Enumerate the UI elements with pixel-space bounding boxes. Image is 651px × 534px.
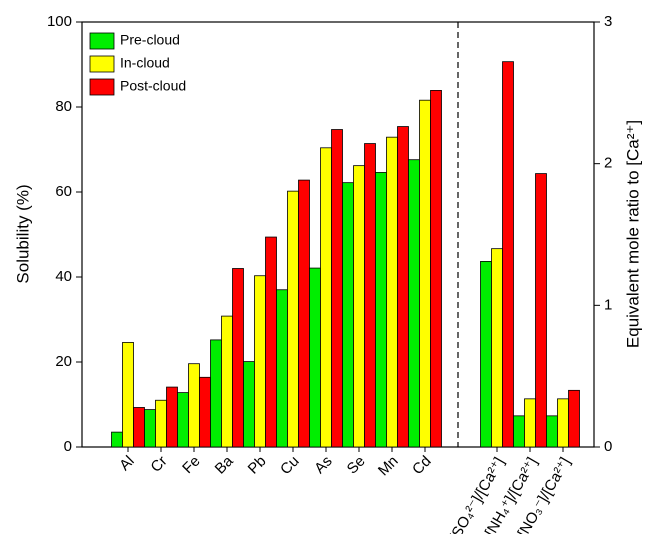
x-tick-label: Se bbox=[344, 453, 369, 478]
x-tick-label: Pb bbox=[245, 453, 270, 478]
x-tick-label: Cd bbox=[409, 453, 435, 479]
bar bbox=[568, 389, 580, 448]
bar bbox=[122, 342, 134, 448]
bar bbox=[557, 398, 569, 448]
bar bbox=[199, 376, 211, 448]
bar bbox=[166, 386, 178, 448]
bar bbox=[364, 143, 376, 448]
bar bbox=[546, 415, 558, 448]
bar bbox=[480, 261, 492, 448]
y2-tick-label: 3 bbox=[604, 13, 612, 30]
bar bbox=[111, 431, 123, 448]
x-tick-label: Al bbox=[116, 453, 137, 474]
legend-label: In-cloud bbox=[120, 55, 170, 71]
bar bbox=[188, 363, 200, 448]
bar bbox=[408, 159, 420, 448]
legend-swatch bbox=[89, 78, 115, 96]
bar bbox=[287, 190, 299, 448]
legend-label: Post-cloud bbox=[120, 78, 186, 94]
bar bbox=[331, 129, 343, 448]
bar bbox=[298, 179, 310, 448]
y2-tick-label: 2 bbox=[604, 155, 612, 172]
legend-swatch bbox=[89, 32, 115, 50]
y2-axis-label: Equivalent mole ratio to [Ca²⁺] bbox=[623, 120, 642, 348]
bar bbox=[276, 289, 288, 448]
bar bbox=[232, 268, 244, 448]
legend-label: Pre-cloud bbox=[120, 32, 180, 48]
bar bbox=[397, 126, 409, 448]
y-tick-label: 20 bbox=[55, 353, 72, 370]
bar bbox=[254, 275, 266, 448]
x-tick-label: Fe bbox=[179, 453, 203, 477]
bar bbox=[353, 165, 365, 448]
y-tick-label: 100 bbox=[47, 13, 72, 30]
y-axis-label: Solubility (%) bbox=[13, 184, 32, 283]
bar bbox=[513, 415, 525, 448]
legend-swatch bbox=[89, 55, 115, 73]
bar bbox=[524, 398, 536, 448]
bar bbox=[221, 315, 233, 448]
x-tick-label: Cu bbox=[277, 453, 303, 479]
bar bbox=[177, 392, 189, 448]
bar bbox=[535, 173, 547, 448]
bar bbox=[375, 172, 387, 448]
y-tick-label: 60 bbox=[55, 183, 72, 200]
x-tick-label: Cr bbox=[147, 453, 170, 476]
bar bbox=[210, 339, 222, 448]
x-tick-label: Ba bbox=[212, 452, 237, 477]
bar bbox=[342, 182, 354, 448]
bar bbox=[155, 399, 167, 448]
y2-tick-label: 0 bbox=[604, 438, 612, 455]
y-tick-label: 40 bbox=[55, 268, 72, 285]
bar bbox=[430, 90, 442, 448]
bar bbox=[502, 61, 514, 448]
bar bbox=[265, 236, 277, 448]
y-tick-label: 80 bbox=[55, 98, 72, 115]
bar bbox=[133, 407, 145, 448]
x-tick-label: Mn bbox=[375, 453, 402, 480]
bar bbox=[144, 409, 156, 448]
y-tick-label: 0 bbox=[64, 438, 72, 455]
bar bbox=[386, 136, 398, 448]
y2-tick-label: 1 bbox=[604, 296, 612, 313]
bar bbox=[243, 361, 255, 448]
bar bbox=[320, 147, 332, 448]
bar bbox=[309, 267, 321, 448]
x-tick-label: As bbox=[311, 453, 335, 477]
bar bbox=[491, 248, 503, 448]
bar bbox=[419, 99, 431, 448]
